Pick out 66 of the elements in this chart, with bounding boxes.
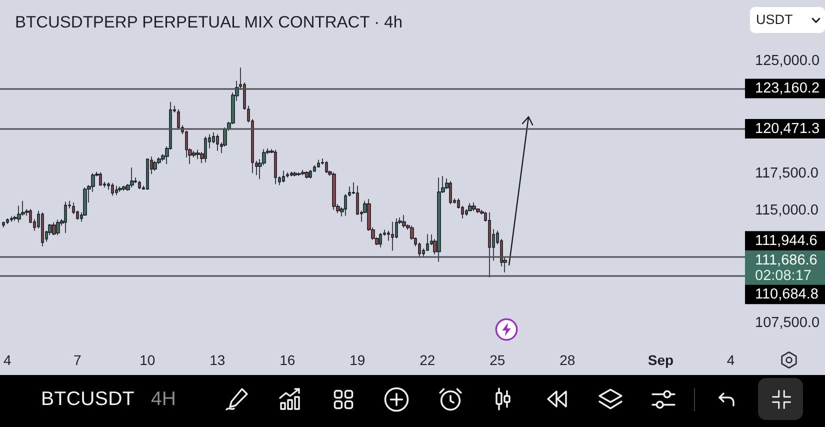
x-tick-label: 22 xyxy=(420,352,436,368)
candlestick xyxy=(118,186,122,192)
candlestick xyxy=(325,160,328,174)
candlestick xyxy=(204,136,207,163)
x-tick-label: 7 xyxy=(73,352,82,368)
x-tick-label: 28 xyxy=(560,352,576,368)
candlestick xyxy=(402,214,406,228)
candlestick xyxy=(301,169,305,176)
y-tick-label: 115,000.0 xyxy=(755,202,818,219)
candlestick xyxy=(391,221,394,252)
x-tick-label: 10 xyxy=(140,352,156,368)
candlestick xyxy=(293,171,297,177)
candlestick xyxy=(99,172,102,186)
ref-line-label: 111,944.6 xyxy=(755,232,818,249)
candlestick xyxy=(472,202,476,212)
candlestick xyxy=(468,202,472,212)
candlestick xyxy=(130,167,134,188)
text: 02:08:17 xyxy=(755,268,812,284)
candlestick xyxy=(282,170,285,183)
candlestick xyxy=(146,158,149,190)
ref-line-label: 120,471.3 xyxy=(755,120,820,137)
y-tick-label: 107,500.0 xyxy=(755,315,820,331)
y-tick-label: 117,500.0 xyxy=(755,165,818,182)
candlestick xyxy=(344,194,347,216)
candlestick xyxy=(122,185,126,192)
candlestick xyxy=(41,212,44,247)
candlestick xyxy=(56,219,60,236)
candlestick xyxy=(286,172,289,178)
candlestick xyxy=(17,205,21,223)
candlestick xyxy=(274,149,277,184)
x-tick-label: 4 xyxy=(726,352,735,368)
candlestick xyxy=(317,159,320,168)
ref-line-label: 110,684.8 xyxy=(755,286,818,302)
candlestick xyxy=(437,177,441,262)
candlestick xyxy=(297,172,301,176)
candlestick xyxy=(488,212,491,278)
candlestick xyxy=(138,180,141,190)
x-tick-label: 13 xyxy=(210,352,226,368)
candlestick xyxy=(379,232,382,248)
candlestick xyxy=(290,171,293,177)
candlestick xyxy=(2,221,5,228)
candlestick xyxy=(348,186,351,197)
candlestick xyxy=(6,218,9,224)
candlestick xyxy=(52,222,56,236)
x-tick-label: 16 xyxy=(280,352,296,368)
candlestick xyxy=(111,182,114,196)
currency-select: USDT xyxy=(750,7,825,33)
x-tick-label: 19 xyxy=(350,352,366,368)
text: 4H xyxy=(151,387,176,411)
text: BTCUSDT xyxy=(41,387,134,411)
x-tick-label: Sep xyxy=(648,352,674,368)
candlestick xyxy=(332,172,336,210)
candlestick xyxy=(196,149,200,160)
candlestick xyxy=(115,185,118,196)
candlestick xyxy=(10,216,13,222)
x-tick-label: 25 xyxy=(490,352,506,368)
candlestick xyxy=(305,170,309,179)
text: 111,686.6 xyxy=(755,252,818,268)
candlestick xyxy=(64,201,67,234)
candlestick xyxy=(449,180,452,205)
x-tick-label: 4 xyxy=(3,352,12,368)
candlestick xyxy=(153,160,157,172)
chart-title: BTCUSDTPERP PERPETUAL MIX CONTRACT · 4h xyxy=(15,14,403,32)
candlestick xyxy=(216,134,219,152)
ref-line-label: 123,160.2 xyxy=(755,80,820,97)
y-tick-label: 125,000.0 xyxy=(755,53,820,69)
